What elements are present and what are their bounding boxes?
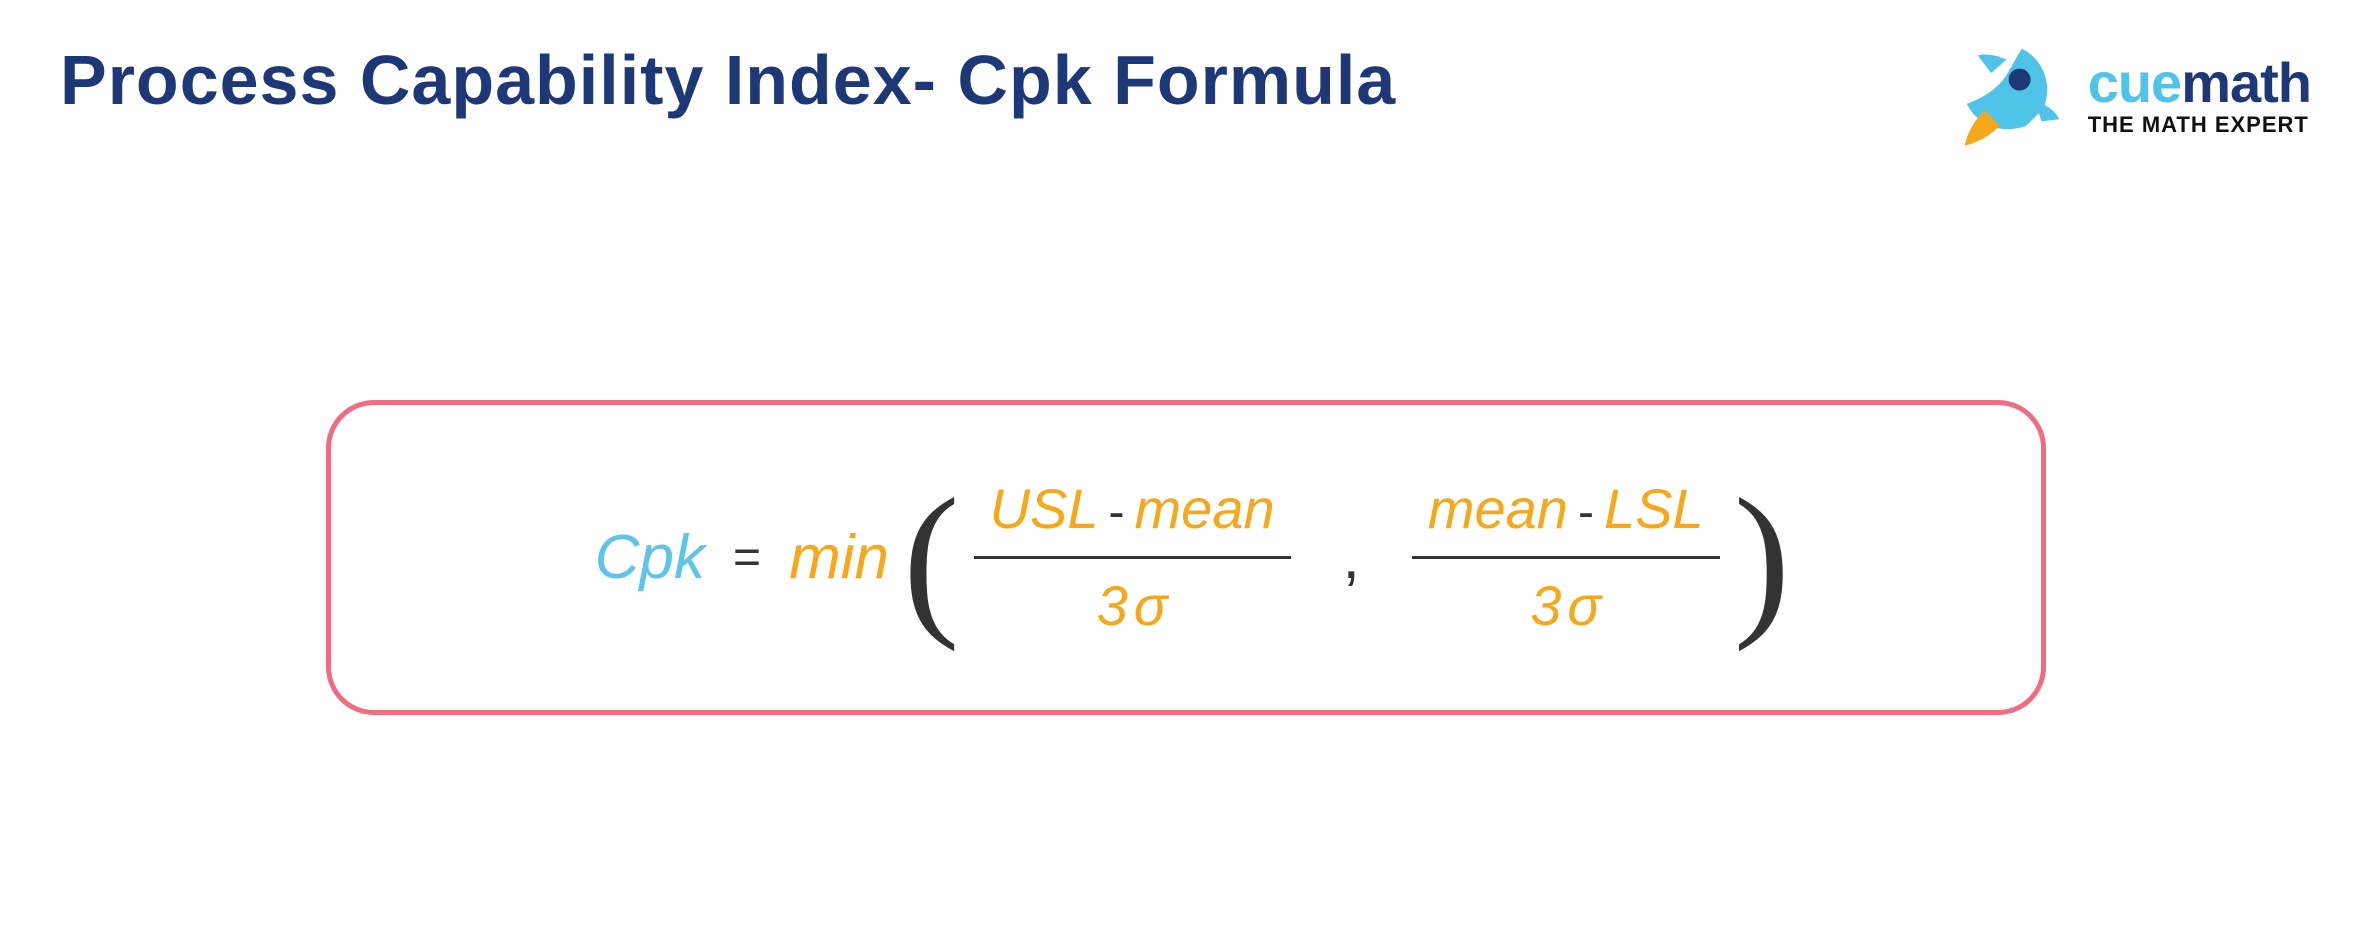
- formula-box: Cpk = min ( USL - mean 3 σ , mean - LSL: [326, 400, 2046, 715]
- fraction-2-denominator: 3 σ: [1514, 563, 1617, 649]
- brand-logo: cuemath THE MATH EXPERT: [1958, 40, 2311, 150]
- fraction-2-numerator: mean - LSL: [1412, 466, 1720, 552]
- fraction-bar: [1412, 556, 1720, 559]
- fraction-2: mean - LSL 3 σ: [1412, 466, 1720, 650]
- brand-text: cuemath THE MATH EXPERT: [2088, 54, 2311, 136]
- paren-close: ): [1734, 473, 1791, 643]
- header: Process Capability Index- Cpk Formula cu…: [60, 40, 2311, 150]
- fraction-1-numerator: USL - mean: [974, 466, 1291, 552]
- sigma-var: σ: [1567, 567, 1601, 645]
- three-const: 3: [1530, 567, 1561, 645]
- cpk-formula: Cpk = min ( USL - mean 3 σ , mean - LSL: [595, 466, 1776, 650]
- min-function: min: [789, 522, 889, 593]
- formula-lhs: Cpk: [595, 522, 705, 593]
- fraction-1: USL - mean 3 σ: [974, 466, 1291, 650]
- minus-sign: -: [1109, 479, 1125, 546]
- comma-sep: ,: [1343, 522, 1360, 593]
- brand-cue: cue: [2088, 51, 2182, 114]
- equals-sign: =: [733, 530, 761, 585]
- three-const: 3: [1097, 567, 1128, 645]
- page-title: Process Capability Index- Cpk Formula: [60, 40, 1396, 120]
- sigma-var: σ: [1134, 567, 1168, 645]
- mean-var: mean: [1135, 470, 1275, 548]
- fraction-bar: [974, 556, 1291, 559]
- brand-subtitle: THE MATH EXPERT: [2088, 113, 2311, 136]
- brand-name: cuemath: [2088, 54, 2311, 113]
- lsl-var: LSL: [1604, 470, 1704, 548]
- mean-var: mean: [1428, 470, 1568, 548]
- usl-var: USL: [990, 470, 1099, 548]
- paren-open: (: [903, 473, 960, 643]
- fraction-1-denominator: 3 σ: [1081, 563, 1184, 649]
- brand-math: math: [2181, 51, 2311, 114]
- minus-sign: -: [1578, 479, 1594, 546]
- rocket-icon: [1958, 40, 2068, 150]
